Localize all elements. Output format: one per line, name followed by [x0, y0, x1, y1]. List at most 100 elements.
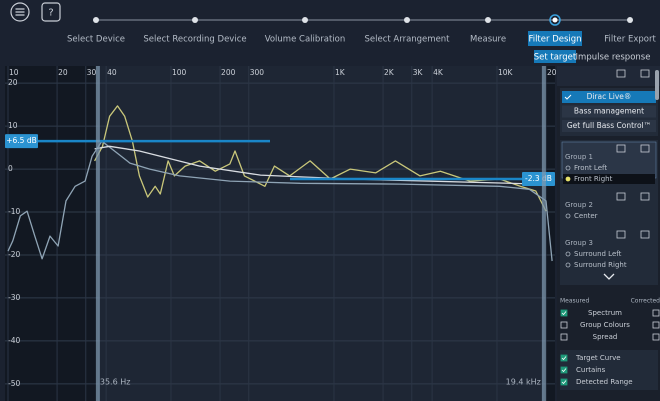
curtain	[5, 66, 98, 401]
channel-dot	[565, 176, 571, 182]
step-label[interactable]: Filter Design	[528, 35, 581, 45]
group-icon[interactable]	[640, 192, 650, 201]
group-icon[interactable]	[616, 144, 626, 153]
check-mark	[561, 380, 567, 385]
x-tick-label: 40	[107, 68, 117, 77]
group-icon[interactable]	[616, 230, 626, 239]
target-label: +6.5 dB	[6, 136, 37, 145]
help-button[interactable]	[41, 2, 61, 22]
step-label[interactable]: Measure	[470, 35, 506, 45]
channel-dot	[565, 251, 571, 257]
y-tick-label: 0	[8, 164, 13, 173]
tab-active-bg	[534, 50, 576, 63]
y-tick-label: -40	[8, 336, 20, 345]
menu-button[interactable]	[10, 2, 30, 22]
checkbox[interactable]	[560, 321, 568, 329]
x-tick-label: 2K	[384, 68, 395, 77]
y-tick-label: -50	[8, 379, 20, 388]
y-tick-label: -30	[8, 293, 20, 302]
step-label[interactable]: Select Recording Device	[143, 35, 246, 45]
channel-name[interactable]: Surround Left	[574, 250, 622, 258]
step-label[interactable]: Volume Calibration	[265, 35, 346, 45]
x-tick-label: 20	[58, 68, 68, 77]
option-label: Curtains	[576, 366, 606, 374]
scrollbar	[655, 70, 659, 100]
check-mark	[561, 356, 567, 361]
option-label: Group Colours	[580, 321, 630, 329]
checkbox[interactable]	[560, 309, 568, 317]
group-icon[interactable]	[640, 144, 650, 153]
x-tick-label: 4K	[433, 68, 444, 77]
option-label: Spectrum	[588, 309, 622, 317]
curtain-handle[interactable]	[95, 66, 100, 401]
channel-dot	[565, 262, 571, 268]
checkbox[interactable]	[652, 321, 660, 329]
curtain-handle[interactable]	[541, 66, 546, 401]
channel-name[interactable]: Center	[574, 212, 598, 220]
option-label: Spread	[593, 333, 618, 341]
target-label: -2.3 dB	[525, 174, 552, 183]
option-label: Detected Range	[576, 378, 633, 386]
step-node[interactable]	[192, 17, 198, 23]
step-node[interactable]	[93, 17, 99, 23]
channel-dot	[565, 165, 571, 171]
option-label: Target Curve	[575, 354, 621, 362]
step-label[interactable]: Select Arrangement	[364, 35, 450, 45]
group-name: Group 1	[565, 153, 593, 161]
group-name: Group 2	[565, 201, 593, 209]
channel-name[interactable]: Surround Right	[574, 261, 627, 269]
check-mark	[564, 94, 572, 100]
group-name: Group 3	[565, 239, 593, 247]
column-label: Measured	[560, 298, 590, 305]
step-node[interactable]	[302, 17, 308, 23]
target-handle[interactable]	[5, 134, 38, 149]
step-node[interactable]	[552, 17, 558, 23]
checkbox[interactable]	[652, 333, 660, 341]
y-tick-label: -20	[8, 250, 20, 259]
options-box	[560, 350, 658, 390]
mode-row[interactable]	[562, 91, 656, 103]
step-node[interactable]	[485, 17, 491, 23]
step-label[interactable]: Filter Export	[604, 35, 656, 45]
panel-icon[interactable]	[616, 69, 626, 78]
step-node[interactable]	[627, 17, 633, 23]
curve	[94, 105, 547, 212]
channel-name[interactable]: Front Left	[574, 164, 607, 172]
group-card[interactable]	[561, 141, 657, 179]
checkbox[interactable]	[652, 309, 660, 317]
mode-row[interactable]	[562, 105, 656, 118]
x-tick-label: 10	[9, 68, 19, 77]
mode-label: Bass management	[574, 107, 644, 116]
y-tick-label: -10	[8, 207, 20, 216]
column-label: Corrected	[631, 298, 660, 305]
target-handle[interactable]	[522, 171, 555, 186]
checkbox[interactable]	[560, 378, 568, 386]
tab[interactable]: Impulse response	[576, 53, 651, 63]
group-icon[interactable]	[640, 230, 650, 239]
curtain-label: 19.4 kHz	[506, 378, 541, 387]
step-node[interactable]	[404, 17, 410, 23]
menu-icon	[15, 8, 25, 16]
step-label[interactable]: Select Device	[67, 35, 125, 45]
checkbox[interactable]	[560, 354, 568, 362]
y-tick-label: 20	[8, 78, 18, 87]
x-tick-label: 200	[221, 68, 236, 77]
mode-label: Get full Bass Control™	[567, 121, 651, 130]
step-node-ring	[549, 14, 561, 26]
x-tick-label: 1K	[335, 68, 346, 77]
checkbox[interactable]	[560, 333, 568, 341]
panel-toolbar	[557, 66, 660, 86]
y-tick-label: 10	[8, 121, 18, 130]
scroll-chevron[interactable]	[603, 273, 615, 280]
tab[interactable]: Set target	[534, 53, 577, 63]
x-tick-label: 300	[250, 68, 265, 77]
x-tick-label: 20K	[547, 68, 563, 77]
curtain-label: 35.6 Hz	[100, 378, 131, 387]
panel-icon[interactable]	[640, 69, 650, 78]
mode-row[interactable]	[562, 120, 656, 132]
checkbox[interactable]	[560, 366, 568, 374]
panel-content: Dirac Live® Bass management Get full Bass …	[557, 66, 660, 390]
group-icon[interactable]	[616, 192, 626, 201]
channel-name[interactable]: Front Right	[574, 175, 613, 183]
